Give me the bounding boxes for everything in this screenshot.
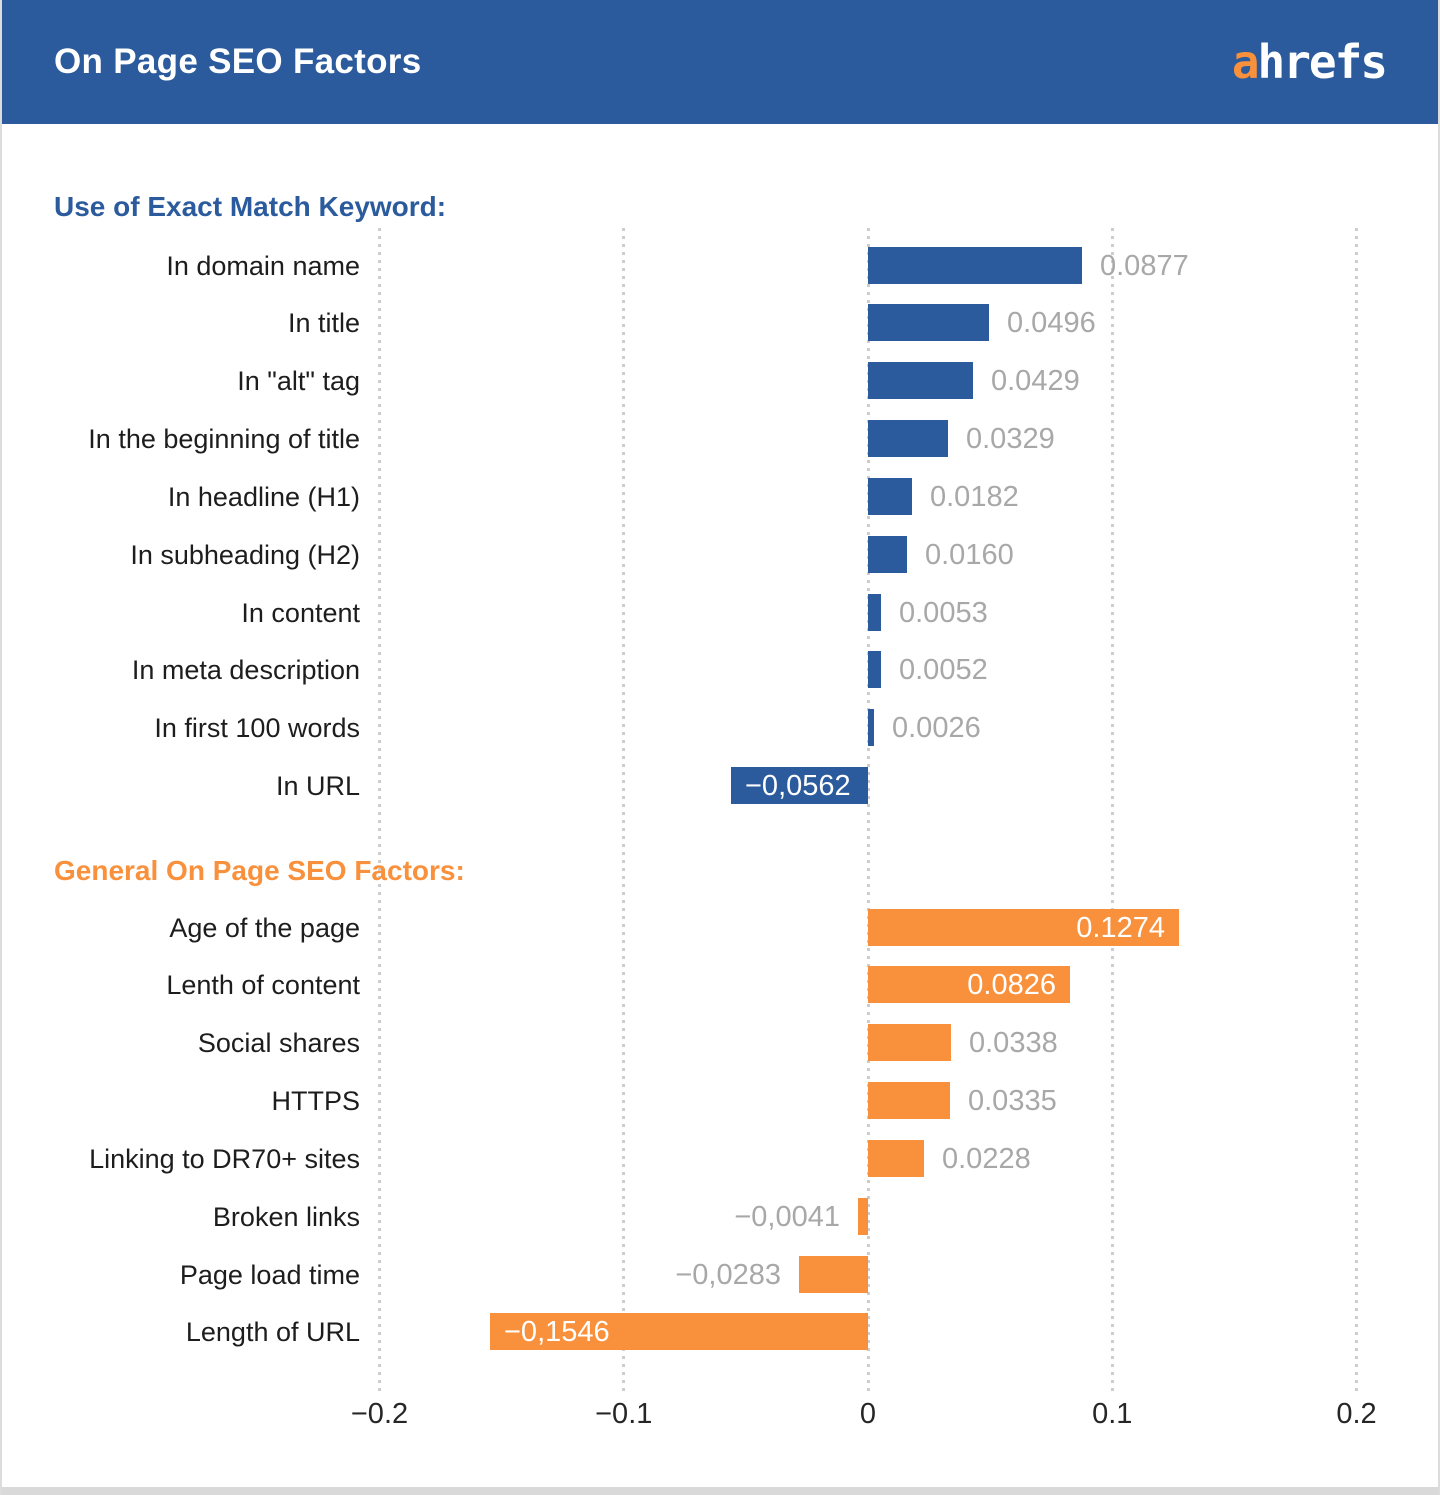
bottom-border-strip	[2, 1487, 1438, 1495]
value-label: 0.0026	[892, 712, 981, 744]
section-title: Use of Exact Match Keyword:	[54, 191, 447, 222]
row-label: In the beginning of title	[88, 424, 360, 454]
value-label: 0.1274	[1076, 912, 1165, 944]
value-label: 0.0877	[1100, 250, 1189, 282]
ahrefs-logo-rest: hrefs	[1257, 35, 1388, 89]
value-label: −0,0283	[675, 1259, 781, 1291]
row-label: HTTPS	[271, 1086, 360, 1116]
row-label: Broken links	[212, 1202, 360, 1232]
row-label: Lenth of content	[166, 970, 360, 1000]
row-label: Page load time	[179, 1260, 360, 1290]
gridline	[622, 228, 626, 1392]
value-label: −0,0562	[745, 770, 851, 802]
row-label: In URL	[275, 771, 360, 801]
value-label: 0.0496	[1007, 307, 1096, 339]
bar	[858, 1198, 868, 1235]
value-label: −0,0041	[734, 1201, 840, 1233]
bar	[868, 362, 973, 399]
gridline	[866, 228, 870, 1392]
row-label: In first 100 words	[154, 713, 360, 743]
bar	[868, 478, 912, 515]
gridline	[1110, 228, 1114, 1392]
row-label: In headline (H1)	[167, 482, 360, 512]
row-label: Linking to DR70+ sites	[89, 1144, 360, 1174]
bar	[868, 966, 1070, 1003]
value-label: 0.0429	[991, 365, 1080, 397]
bar	[868, 536, 907, 573]
row-label: In subheading (H2)	[130, 540, 360, 570]
value-label: 0.0160	[925, 539, 1014, 571]
x-axis-label: −0.2	[350, 1398, 409, 1430]
ahrefs-logo-a: a	[1231, 35, 1260, 89]
row-label: Age of the page	[169, 913, 360, 943]
x-axis-label: −0.1	[595, 1398, 653, 1430]
bar	[868, 594, 881, 631]
row-label: Length of URL	[185, 1317, 360, 1347]
header-bar: On Page SEO Factors ahrefs	[2, 0, 1438, 124]
row-label: In meta description	[131, 655, 360, 685]
bar	[868, 247, 1082, 284]
bar	[868, 1082, 950, 1119]
section-title: General On Page SEO Factors:	[54, 855, 465, 886]
bar	[868, 1024, 951, 1061]
row-label: In domain name	[166, 251, 360, 281]
value-label: 0.0338	[969, 1027, 1058, 1059]
row-label: In title	[287, 308, 360, 338]
x-axis-label: 0.2	[1336, 1398, 1377, 1430]
row-label: In content	[241, 598, 360, 628]
row-label: In "alt" tag	[237, 366, 360, 396]
value-label: 0.0052	[899, 654, 988, 686]
gridline	[1355, 228, 1358, 1392]
gridline	[378, 228, 381, 1392]
value-label: −0,1546	[504, 1316, 610, 1348]
bar	[490, 1313, 868, 1350]
value-label: 0.0182	[930, 481, 1019, 513]
bar	[868, 651, 881, 688]
bar	[868, 420, 948, 457]
bar	[868, 909, 1179, 946]
bar	[799, 1256, 868, 1293]
bar	[868, 1140, 924, 1177]
x-axis-label: 0.1	[1092, 1398, 1133, 1430]
ahrefs-logo: ahrefs	[1232, 39, 1388, 85]
value-label: 0.0826	[967, 969, 1056, 1001]
bar	[731, 767, 868, 804]
value-label: 0.0053	[899, 597, 988, 629]
bar	[868, 709, 874, 746]
x-axis-label: 0	[859, 1398, 877, 1430]
bar	[868, 304, 989, 341]
row-label: Social shares	[197, 1028, 360, 1058]
value-label: 0.0335	[968, 1085, 1057, 1117]
value-label: 0.0329	[966, 423, 1055, 455]
page-title: On Page SEO Factors	[54, 42, 422, 81]
value-label: 0.0228	[942, 1143, 1031, 1175]
